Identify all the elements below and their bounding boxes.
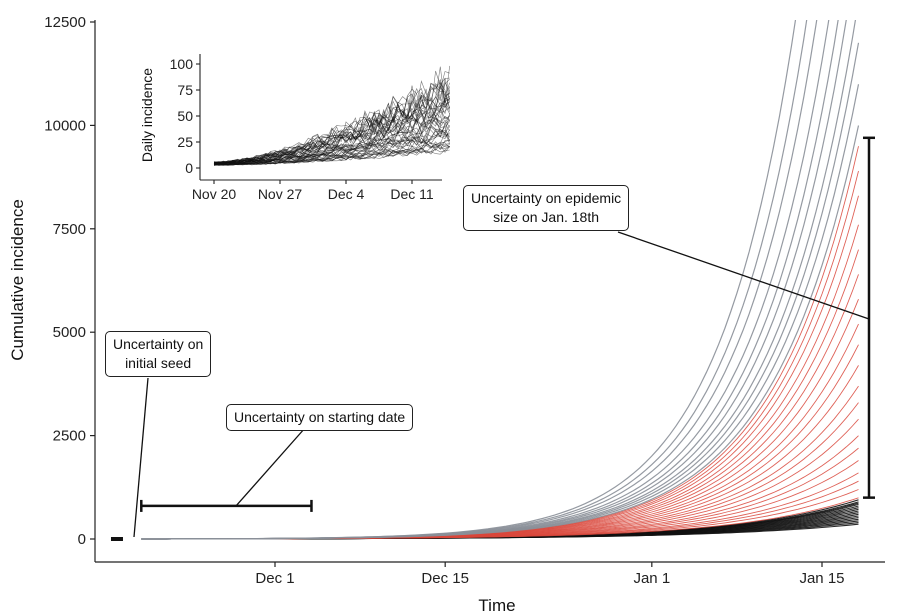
series-line [141,249,859,540]
inset-x-tick-label: Nov 27 [258,186,303,202]
annotation-connectors [133,231,870,538]
inset-series-line [214,140,450,166]
y-tick-label: 0 [78,531,86,548]
inset-axes: 0 25 50 75 100 Nov 20 Nov 27 Dec 4 Dec 11 [170,54,442,202]
y-axis-title: Cumulative incidence [8,199,27,361]
series-line [141,418,859,540]
series-line [141,20,797,540]
x-tick-label: Jan 1 [633,570,670,587]
inset-y-tick-label: 100 [170,56,194,72]
y-tick-label: 7500 [53,221,86,238]
inset-x-tick-label: Dec 4 [328,186,365,202]
inset-y-axis-title: Daily incidence [139,68,155,162]
start-date-uncertainty-bar [140,499,313,512]
seed-connector [133,377,149,538]
inset-series-line [213,85,450,164]
inset-series-group [213,65,450,166]
inset-series-line [213,96,450,163]
inset-y-tick-label: 75 [177,82,193,98]
uncertainty-bars [110,136,875,541]
y-tick-label: 2500 [53,428,86,445]
y-tick-label: 10000 [44,117,86,134]
epidemic-size-uncertainty-bar [863,136,875,499]
annotation-initial-seed: Uncertainty on initial seed [105,331,212,377]
y-tick-label: 5000 [53,324,86,341]
inset-series-line [213,126,450,165]
x-axis-title: Time [478,596,515,615]
inset-y-tick-label: 25 [177,134,193,150]
main-series-group [141,20,860,540]
x-tick-label: Jan 15 [799,570,844,587]
main-axes: 0 2500 5000 7500 10000 12500 Dec 1 Dec 15 Jan 1 J… [44,14,885,587]
inset-series-line [213,141,450,166]
y-tick-label: 12500 [44,14,86,31]
inset-x-tick-label: Nov 20 [192,186,237,202]
annotation-epidemic-size: Uncertainty on epidemic size on Jan. 18t… [463,185,630,231]
inset-x-tick-label: Dec 11 [390,186,434,202]
inset-chart: 0 25 50 75 100 Nov 20 Nov 27 Dec 4 Dec 11 Daily … [138,38,456,206]
x-tick-label: Dec 1 [255,570,294,587]
inset-series-line [213,98,450,164]
start-date-connector [235,427,306,507]
inset-series-line [213,147,450,166]
annotation-starting-date: Uncertainty on starting date [226,404,414,431]
inset-y-tick-label: 0 [185,160,193,176]
inset-y-tick-label: 50 [177,108,193,124]
x-tick-label: Dec 15 [421,570,469,587]
epidemic-size-connector [617,231,870,320]
